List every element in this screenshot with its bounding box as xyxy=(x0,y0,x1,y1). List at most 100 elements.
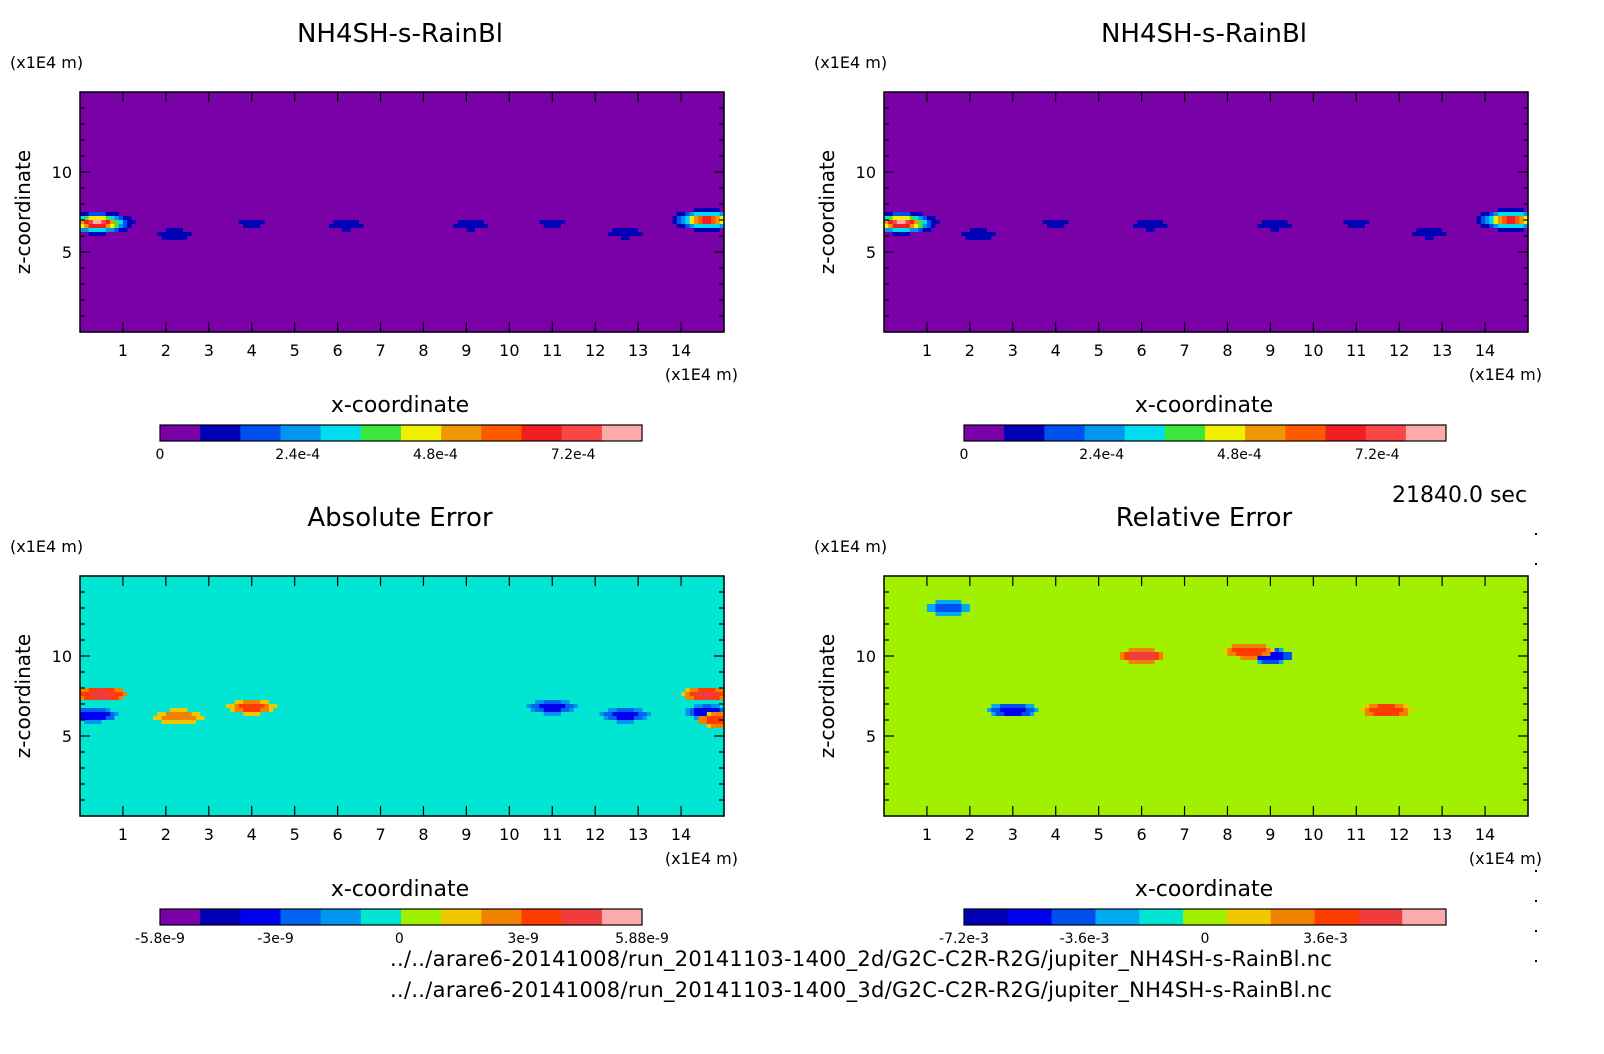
heatmap-cell xyxy=(337,188,343,193)
heatmap-cell xyxy=(449,148,455,153)
heatmap-cell xyxy=(616,136,622,141)
heatmap-cell xyxy=(294,176,300,181)
heatmap-cell xyxy=(655,168,661,173)
heatmap-cell xyxy=(706,168,712,173)
heatmap-cell xyxy=(157,160,163,165)
heatmap-cell xyxy=(578,184,583,189)
heatmap-cell xyxy=(702,128,708,133)
heatmap-cell xyxy=(303,220,309,225)
heatmap-cell xyxy=(140,128,145,133)
heatmap-cell xyxy=(668,216,674,221)
heatmap-cell xyxy=(470,132,476,137)
heatmap-cell xyxy=(612,128,618,133)
heatmap-cell xyxy=(406,92,412,97)
heatmap-cell xyxy=(122,104,128,109)
heatmap-cell xyxy=(620,184,626,189)
heatmap-cell xyxy=(612,196,618,201)
heatmap-cell xyxy=(174,136,180,141)
heatmap-cell xyxy=(410,108,416,113)
heatmap-cell xyxy=(444,196,450,201)
heatmap-cell xyxy=(80,136,85,141)
heatmap-cell xyxy=(560,188,566,193)
heatmap-cell xyxy=(80,92,85,97)
heatmap-cell xyxy=(243,120,249,125)
heatmap-cell xyxy=(88,132,94,137)
heatmap-cell xyxy=(573,176,579,181)
heatmap-cell xyxy=(509,164,515,169)
heatmap-cell xyxy=(165,176,171,181)
heatmap-cell xyxy=(101,172,107,177)
heatmap-cell xyxy=(389,128,395,133)
heatmap-cell xyxy=(402,128,407,133)
chart-title: NH4SH-s-RainBl xyxy=(297,19,503,49)
heatmap-cell xyxy=(157,156,163,161)
heatmap-cell xyxy=(646,116,652,121)
heatmap-cell xyxy=(526,96,532,101)
heatmap-cell xyxy=(191,144,197,149)
heatmap-cell xyxy=(440,172,446,177)
heatmap-cell xyxy=(131,172,137,177)
heatmap-cell xyxy=(646,192,652,197)
heatmap-cell xyxy=(243,128,249,133)
heatmap-cell xyxy=(114,108,120,113)
heatmap-cell xyxy=(122,96,128,101)
heatmap-cell xyxy=(316,128,322,133)
heatmap-cell xyxy=(294,188,300,193)
heatmap-cell xyxy=(655,184,661,189)
heatmap-cell xyxy=(298,172,304,177)
heatmap-cell xyxy=(457,220,463,225)
heatmap-cell xyxy=(380,188,386,193)
heatmap-cell xyxy=(547,196,553,201)
heatmap-cell xyxy=(148,168,154,173)
heatmap-cell xyxy=(689,156,695,161)
heatmap-cell xyxy=(560,120,566,125)
heatmap-cell xyxy=(500,188,506,193)
heatmap-cell xyxy=(384,132,390,137)
heatmap-cell xyxy=(174,200,180,205)
heatmap-cell xyxy=(406,220,412,225)
heatmap-cell xyxy=(243,116,249,121)
heatmap-cell xyxy=(281,136,287,141)
heatmap-cell xyxy=(286,108,291,113)
heatmap-cell xyxy=(268,212,274,217)
heatmap-cell xyxy=(685,148,691,153)
heatmap-cell xyxy=(230,196,236,201)
heatmap-cell xyxy=(505,204,510,209)
heatmap-cell xyxy=(530,164,536,169)
heatmap-cell xyxy=(140,184,145,189)
heatmap-cell xyxy=(569,172,575,177)
heatmap-cell xyxy=(191,120,197,125)
heatmap-cell xyxy=(165,216,171,221)
heatmap-cell xyxy=(414,120,420,125)
heatmap-cell xyxy=(354,100,360,105)
heatmap-cell xyxy=(569,120,575,125)
heatmap-cell xyxy=(307,176,313,181)
heatmap-cell xyxy=(273,160,279,165)
heatmap-cell xyxy=(320,216,326,221)
heatmap-cell xyxy=(178,140,184,145)
heatmap-cell xyxy=(578,124,583,129)
heatmap-cell xyxy=(453,140,459,145)
heatmap-cell xyxy=(140,192,145,197)
heatmap-cell xyxy=(655,180,661,185)
heatmap-cell xyxy=(608,212,613,217)
heatmap-cell xyxy=(324,156,330,161)
heatmap-cell xyxy=(165,220,171,225)
heatmap-cell xyxy=(298,192,304,197)
heatmap-cell xyxy=(646,152,652,157)
heatmap-cell xyxy=(556,180,562,185)
heatmap-cell xyxy=(681,136,686,141)
heatmap-cell xyxy=(552,112,558,117)
heatmap-cell xyxy=(97,128,103,133)
heatmap-cell xyxy=(204,100,210,105)
heatmap-cell xyxy=(264,204,270,209)
heatmap-cell xyxy=(341,184,347,189)
heatmap-cell xyxy=(359,216,364,221)
heatmap-cell xyxy=(603,164,609,169)
heatmap-cell xyxy=(651,148,656,153)
heatmap-cell xyxy=(590,216,596,221)
heatmap-cell xyxy=(685,112,691,117)
heatmap-cell xyxy=(620,204,626,209)
heatmap-cell xyxy=(350,220,356,225)
heatmap-cell xyxy=(178,136,184,141)
